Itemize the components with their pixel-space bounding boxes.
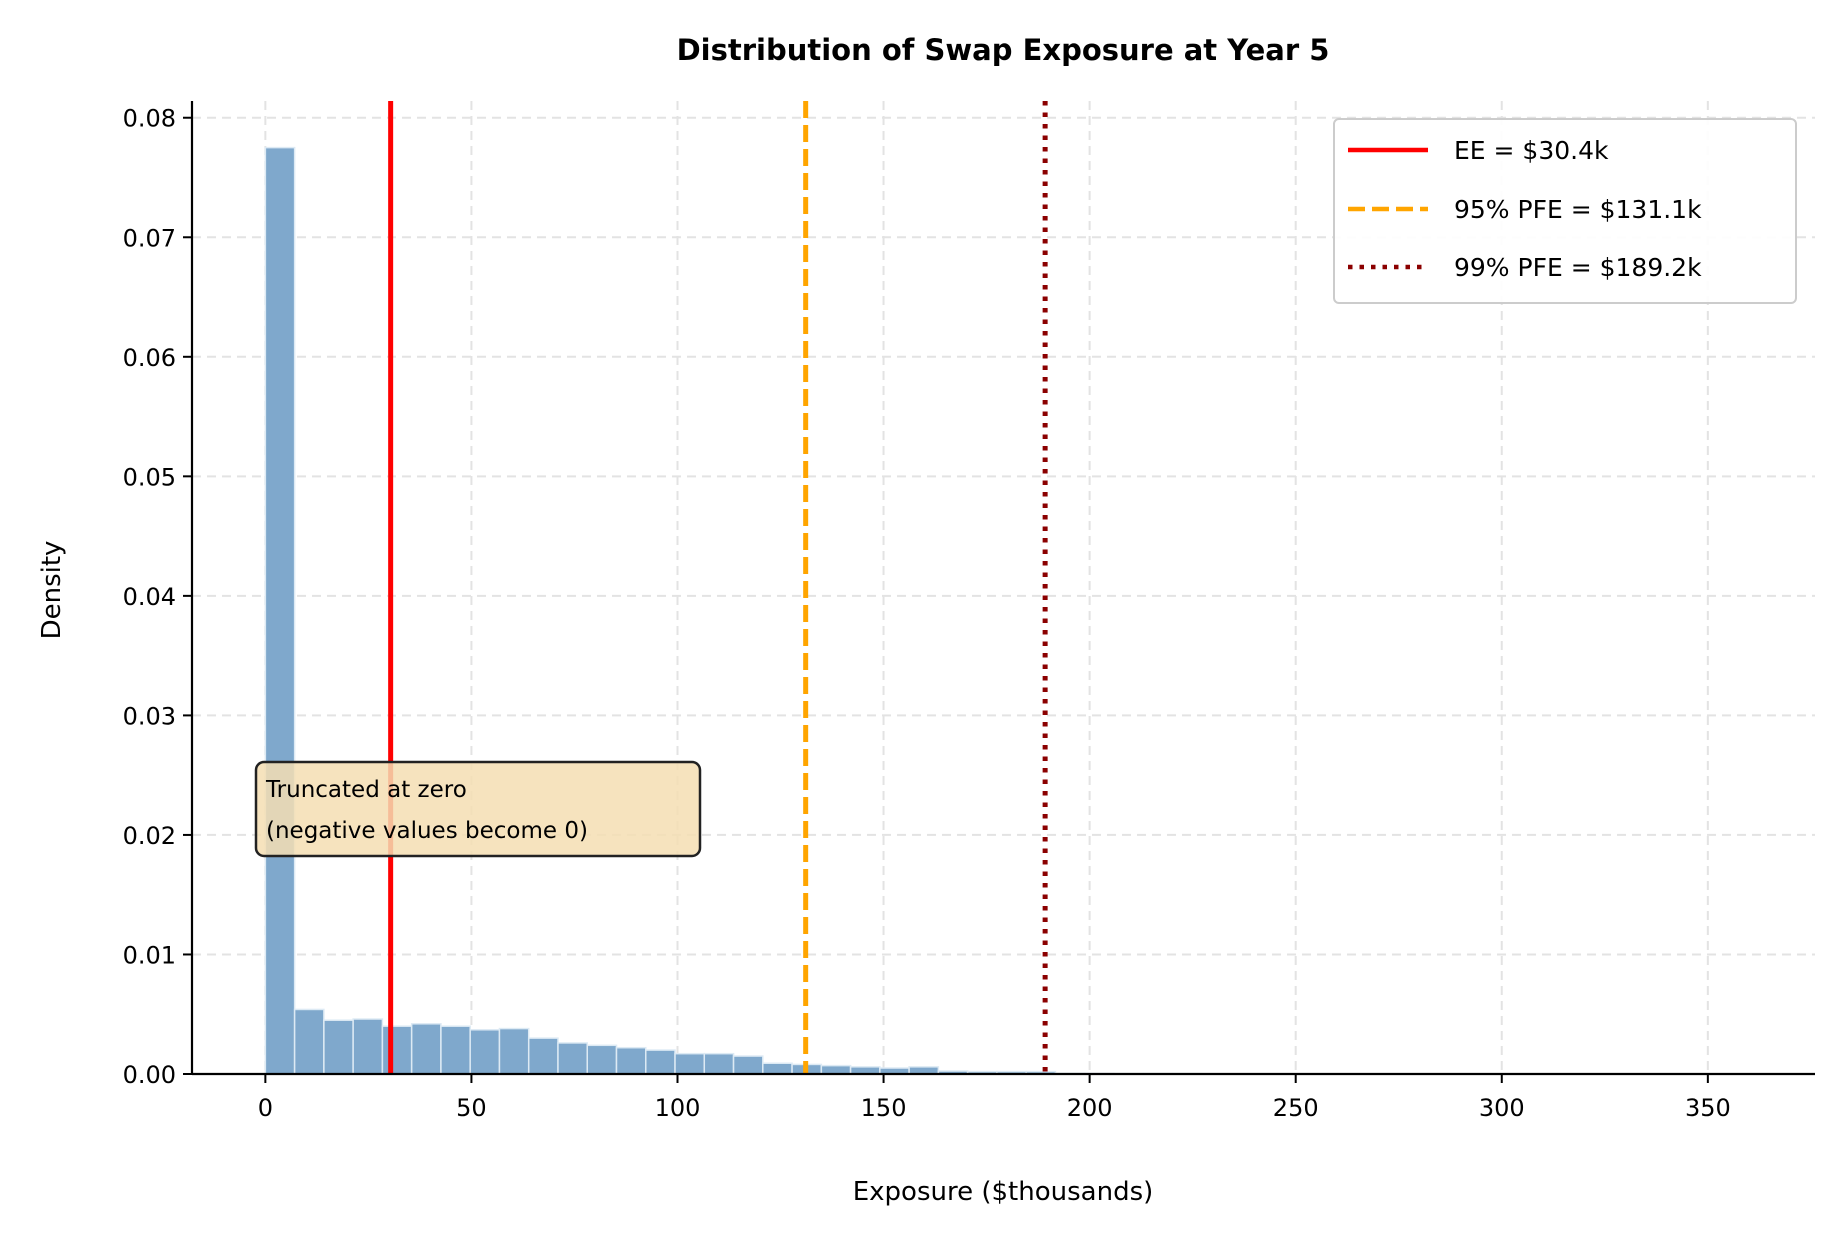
y-tick-label: 0.06 xyxy=(123,344,176,372)
y-tick-label: 0.00 xyxy=(123,1061,176,1089)
histogram-bar xyxy=(265,148,294,1074)
x-tick-label: 50 xyxy=(456,1094,487,1122)
annotation-box: Truncated at zero (negative values becom… xyxy=(256,762,700,856)
legend-label-pfe99: 99% PFE = $189.2k xyxy=(1454,253,1702,282)
annotation-line-1: Truncated at zero xyxy=(265,777,467,803)
chart-title: Distribution of Swap Exposure at Year 5 xyxy=(677,33,1330,67)
histogram-bar xyxy=(499,1029,528,1074)
y-tick-label: 0.08 xyxy=(123,105,176,133)
x-tick-label: 350 xyxy=(1685,1094,1731,1122)
histogram-bar xyxy=(646,1050,675,1074)
x-tick-label: 100 xyxy=(655,1094,701,1122)
histogram-bar xyxy=(704,1054,733,1074)
x-axis-label: Exposure ($thousands) xyxy=(853,1177,1154,1207)
histogram-bar xyxy=(382,1026,411,1074)
histogram-bar xyxy=(587,1045,616,1074)
histogram-bar xyxy=(617,1048,646,1074)
y-tick-label: 0.07 xyxy=(123,224,176,252)
legend-label-pfe95: 95% PFE = $131.1k xyxy=(1454,195,1702,224)
y-tick-label: 0.05 xyxy=(123,463,176,491)
histogram-bar xyxy=(295,1009,324,1074)
histogram-bar xyxy=(441,1026,470,1074)
y-tick-label: 0.03 xyxy=(123,702,176,730)
histogram-bar xyxy=(353,1019,382,1074)
histogram-bar xyxy=(821,1066,850,1074)
histogram-bar xyxy=(734,1056,763,1074)
x-tick-label: 300 xyxy=(1479,1094,1525,1122)
legend-label-ee: EE = $30.4k xyxy=(1454,136,1609,165)
histogram-bar xyxy=(324,1020,353,1074)
histogram-bar xyxy=(763,1063,792,1074)
legend: EE = $30.4k 95% PFE = $131.1k 99% PFE = … xyxy=(1334,119,1796,303)
histogram-bar xyxy=(529,1038,558,1074)
histogram-bar xyxy=(558,1043,587,1074)
reference-lines xyxy=(391,101,1045,1074)
x-tick-label: 150 xyxy=(861,1094,907,1122)
x-tick-label: 0 xyxy=(258,1094,273,1122)
y-tick-label: 0.04 xyxy=(123,583,176,611)
histogram-bar xyxy=(675,1054,704,1074)
y-axis-label: Density xyxy=(37,541,67,640)
histogram-bar xyxy=(470,1030,499,1074)
histogram-bar xyxy=(412,1024,441,1074)
x-tick-label: 250 xyxy=(1273,1094,1319,1122)
y-tick-label: 0.02 xyxy=(123,822,176,850)
annotation-line-2: (negative values become 0) xyxy=(266,818,588,844)
x-tick-label: 200 xyxy=(1067,1094,1113,1122)
y-tick-label: 0.01 xyxy=(123,941,176,969)
